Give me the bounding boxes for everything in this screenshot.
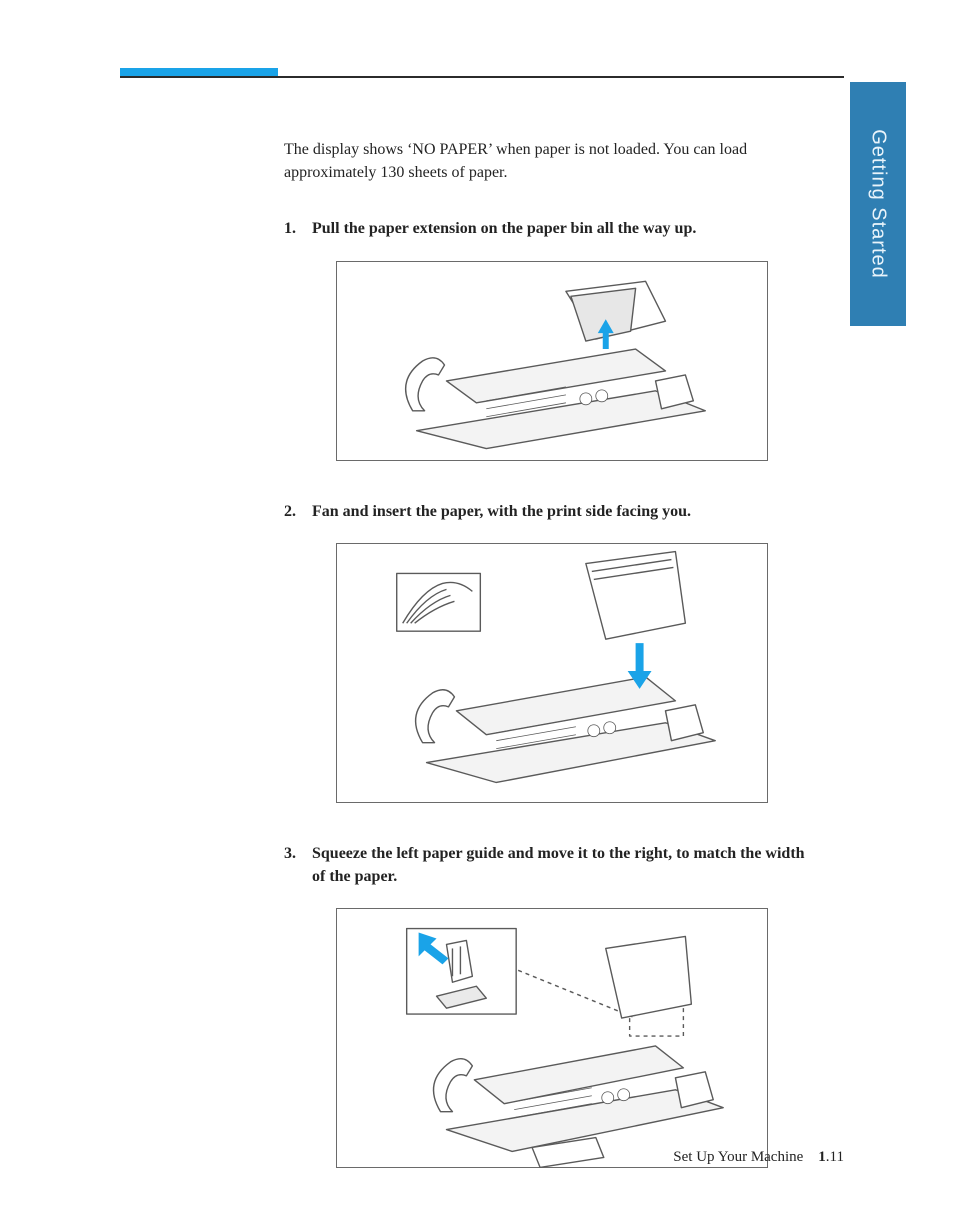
fax-machine-illustration-3 [337,908,767,1168]
footer-page: .11 [826,1149,844,1165]
manual-page: Getting Started The display shows ‘NO PA… [0,0,954,1206]
step-text: Pull the paper extension on the paper bi… [312,218,696,240]
step-number: 3. [284,843,302,888]
figure-3 [336,908,768,1168]
content-column: The display shows ‘NO PAPER’ when paper … [284,138,820,1208]
footer-label: Set Up Your Machine [673,1149,803,1165]
step-2: 2. Fan and insert the paper, with the pr… [284,501,820,523]
fax-machine-illustration-2 [337,543,767,803]
section-tab: Getting Started [850,82,906,326]
step-text: Squeeze the left paper guide and move it… [312,843,820,888]
intro-text: The display shows ‘NO PAPER’ when paper … [284,138,820,184]
figure-2 [336,543,768,803]
section-tab-label: Getting Started [867,129,890,279]
step-number: 2. [284,501,302,523]
footer-chapter: 1 [818,1149,826,1165]
top-rule [120,76,844,78]
step-1: 1. Pull the paper extension on the paper… [284,218,820,240]
figure-1 [336,261,768,461]
step-number: 1. [284,218,302,240]
fax-machine-illustration-1 [337,261,767,461]
step-3: 3. Squeeze the left paper guide and move… [284,843,820,888]
accent-bar [120,68,278,76]
step-text: Fan and insert the paper, with the print… [312,501,691,523]
page-footer: Set Up Your Machine 1.11 [673,1149,844,1166]
